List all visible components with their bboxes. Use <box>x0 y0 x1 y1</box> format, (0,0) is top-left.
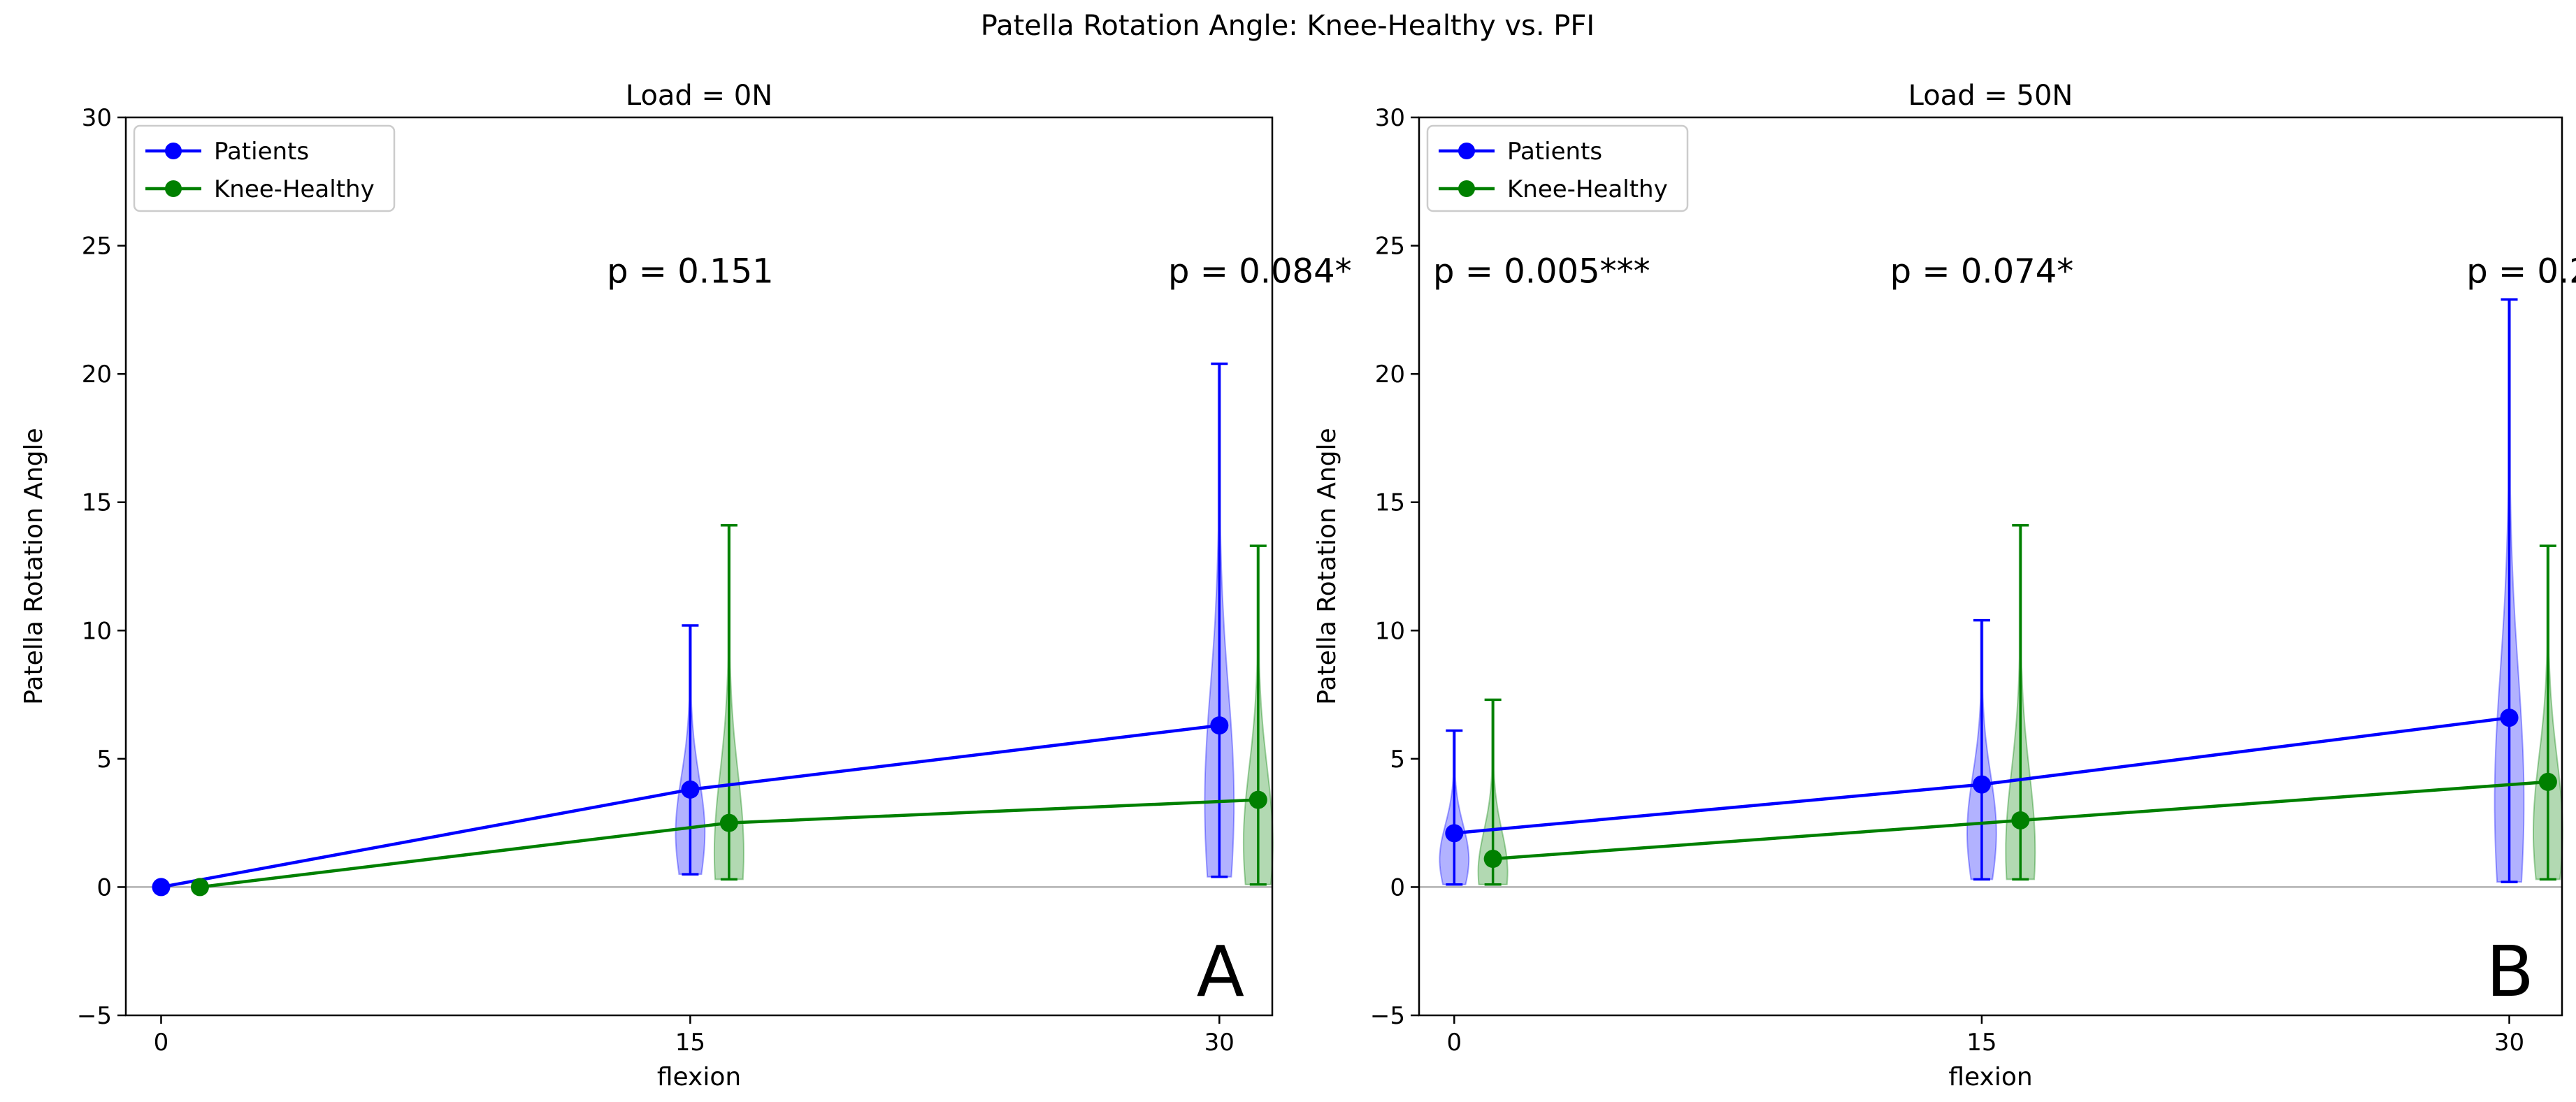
y-tick-label: 15 <box>82 489 112 517</box>
legend-marker-patients <box>1458 143 1475 159</box>
legend-marker-healthy <box>1458 180 1475 197</box>
mean-point-patients <box>1445 824 1464 843</box>
x-axis-label: flexion <box>657 1063 741 1092</box>
p-value-annotation: p = 0.074* <box>1890 252 2074 291</box>
x-tick-label: 30 <box>2494 1029 2524 1057</box>
y-tick-label: 25 <box>1375 233 1405 261</box>
y-tick-label: 0 <box>1390 873 1405 901</box>
mean-point-healthy <box>1249 790 1267 809</box>
y-tick-label: 10 <box>82 617 112 645</box>
y-tick-label: 0 <box>96 873 112 901</box>
x-tick-label: 15 <box>1966 1029 1996 1057</box>
p-value-annotation: p = 0.267 <box>2466 252 2576 291</box>
y-tick-label: 30 <box>1375 104 1405 132</box>
x-tick-label: 0 <box>154 1029 169 1057</box>
x-axis-label: flexion <box>1948 1063 2032 1092</box>
mean-point-patients <box>681 780 700 799</box>
y-axis-label: Patella Rotation Angle <box>1313 428 1341 704</box>
p-value-annotation: p = 0.151 <box>607 252 774 291</box>
figure-suptitle: Patella Rotation Angle: Knee-Healthy vs.… <box>981 10 1595 42</box>
y-tick-label: −5 <box>1370 1002 1405 1030</box>
legend-label: Knee-Healthy <box>214 175 375 203</box>
y-tick-label: 25 <box>82 233 112 261</box>
legend-label: Patients <box>1507 138 1602 166</box>
panel-label: B <box>2486 931 2534 1013</box>
legend-marker-healthy <box>165 180 182 197</box>
mean-point-patients <box>152 878 171 897</box>
y-tick-label: −5 <box>77 1002 112 1030</box>
axes-frame <box>124 116 1274 1017</box>
y-axis-label: Patella Rotation Angle <box>20 428 48 704</box>
y-tick-label: 20 <box>82 361 112 389</box>
mean-point-healthy <box>190 878 209 897</box>
mean-point-healthy <box>719 813 738 832</box>
mean-point-patients <box>1210 716 1229 735</box>
mean-point-healthy <box>2011 811 2030 829</box>
axes-frame <box>1418 116 2563 1017</box>
y-tick-label: 15 <box>1375 489 1405 517</box>
mean-point-patients <box>2500 709 2519 727</box>
y-tick-label: 30 <box>82 104 112 132</box>
mean-point-healthy <box>1483 850 1502 869</box>
panel-load-0n: −5 0 5 10 15 20 25 30 0 15 30 Load = 0N flexion Patel… <box>20 80 1352 1092</box>
legend-label: Knee-Healthy <box>1507 175 1668 203</box>
mean-point-patients <box>1972 775 1991 794</box>
panel-load-50n: −5 0 5 10 15 20 25 30 0 15 30 Load = 50N flexion Pate… <box>1313 80 2576 1092</box>
x-tick-label: 0 <box>1446 1029 1462 1057</box>
y-tick-label: 20 <box>1375 361 1405 389</box>
legend-label: Patients <box>214 138 309 166</box>
p-value-annotation: p = 0.005*** <box>1433 252 1650 291</box>
p-value-annotation: p = 0.084* <box>1168 252 1352 291</box>
y-tick-label: 5 <box>96 746 112 774</box>
panel-label: A <box>1197 931 1244 1013</box>
y-tick-label: 10 <box>1375 617 1405 645</box>
legend-marker-patients <box>165 143 182 159</box>
x-tick-label: 30 <box>1204 1029 1235 1057</box>
panel-title: Load = 50N <box>1908 80 2073 112</box>
panel-title: Load = 0N <box>626 80 772 112</box>
x-tick-label: 15 <box>675 1029 705 1057</box>
y-tick-label: 5 <box>1390 746 1405 774</box>
mean-point-healthy <box>2538 772 2557 791</box>
